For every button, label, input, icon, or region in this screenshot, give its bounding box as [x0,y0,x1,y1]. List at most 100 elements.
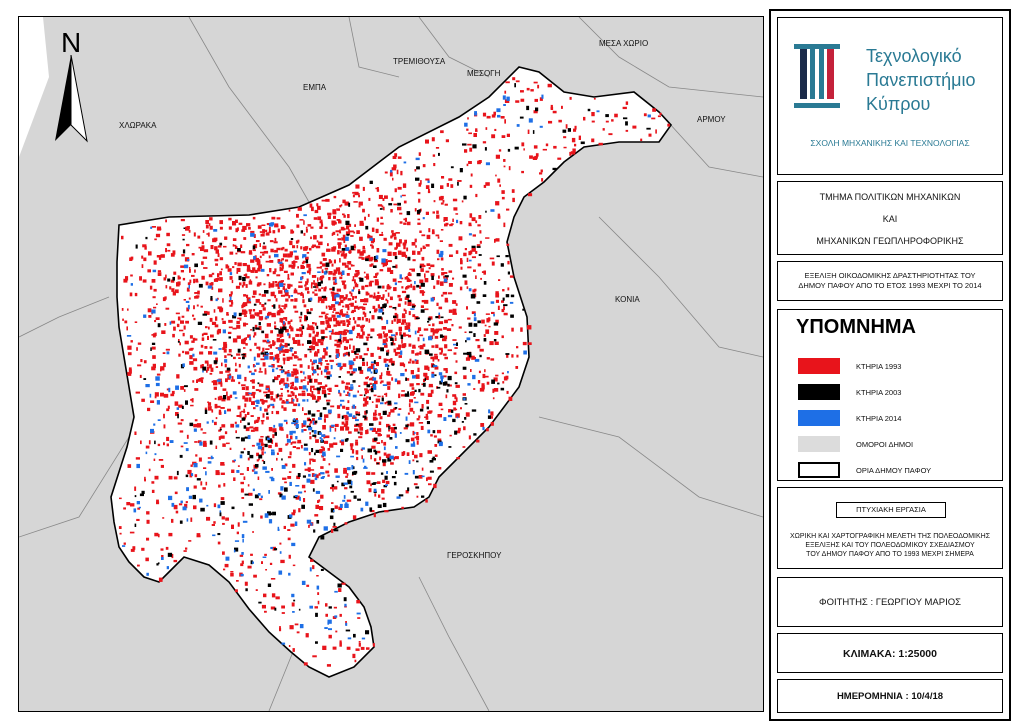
building-footprint [359,236,363,241]
building-footprint [343,296,348,300]
building-footprint [275,442,278,446]
building-footprint [493,377,498,382]
building-footprint [491,261,495,266]
building-footprint [259,243,261,247]
building-footprint [332,276,337,281]
building-footprint [482,373,486,379]
building-footprint [440,130,444,134]
building-footprint [440,185,444,189]
building-footprint [308,418,312,421]
building-footprint [471,245,476,248]
building-footprint [344,522,348,525]
building-footprint [485,329,490,334]
building-footprint [234,246,238,249]
building-footprint [404,297,409,300]
building-footprint [301,425,304,428]
building-footprint [414,281,416,285]
building-footprint [303,498,306,503]
building-footprint [532,130,535,134]
building-footprint [127,352,132,356]
building-footprint [228,217,232,221]
building-footprint [382,198,385,201]
building-footprint [264,513,269,518]
building-footprint [283,360,286,365]
building-footprint [298,285,303,288]
building-footprint [344,313,349,316]
map-area[interactable]: N ΧΛΩΡΑΚΑ ΕΜΠΑ ΤΡΕΜΙΘΟΥΣΑ ΜΕΣΟΓΗ ΜΕΣΑ ΧΩ… [18,16,764,712]
building-footprint [220,501,225,505]
building-footprint [370,510,375,513]
building-footprint [237,374,242,379]
building-footprint [352,404,355,408]
building-footprint [443,368,448,371]
building-footprint [188,284,190,289]
building-footprint [271,305,275,307]
building-footprint [403,218,407,221]
building-footprint [206,369,208,373]
building-footprint [154,396,157,399]
building-footprint [235,362,237,367]
legend-title: ΥΠΟΜΝΗΜΑ [796,316,916,338]
building-footprint [433,200,436,203]
building-footprint [355,270,360,273]
building-footprint [308,423,311,426]
building-footprint [172,250,176,255]
building-footprint [418,152,421,156]
building-footprint [189,361,194,365]
building-footprint [362,247,366,250]
building-footprint [351,465,354,470]
building-footprint [507,271,510,275]
building-footprint [468,224,472,227]
building-footprint [295,356,299,359]
building-footprint [375,398,381,403]
building-footprint [553,145,557,149]
map-topic-line-1: ΕΞΕΛΙΞΗ ΟΙΚΟΔΟΜΙΚΗΣ ΔΡΑΣΤΗΡΙΟΤΗΤΑΣ ΤΟΥ [804,271,976,280]
building-footprint [386,287,391,290]
building-footprint [254,400,259,403]
building-footprint [139,374,142,378]
building-footprint [415,157,420,161]
building-footprint [119,532,122,535]
building-footprint [240,420,242,423]
building-footprint [322,407,327,410]
building-footprint [391,334,396,337]
building-footprint [292,463,296,468]
building-footprint [352,191,356,194]
building-footprint [336,343,341,348]
building-footprint [196,478,201,481]
building-footprint [250,270,255,273]
building-footprint [186,287,190,291]
building-footprint [418,422,424,424]
building-footprint [291,401,294,404]
building-footprint [311,206,314,212]
building-footprint [193,278,196,284]
building-footprint [434,335,439,339]
building-footprint [232,238,237,241]
building-footprint [349,230,354,233]
building-footprint [562,129,567,133]
building-footprint [287,476,292,479]
building-footprint [533,110,538,114]
building-footprint [258,383,264,387]
building-footprint [260,358,265,361]
building-footprint [334,278,337,283]
building-footprint [359,251,364,256]
building-footprint [215,278,219,281]
building-footprint [221,516,225,520]
building-footprint [345,406,350,410]
building-footprint [260,442,264,446]
building-footprint [446,389,449,393]
building-footprint [320,321,325,325]
building-footprint [217,504,221,509]
north-arrow-icon [55,55,88,143]
building-footprint [433,365,438,367]
building-footprint [382,384,388,386]
building-footprint [248,252,253,255]
building-footprint [148,468,151,472]
building-footprint [442,375,447,378]
building-footprint [358,195,360,198]
building-footprint [279,542,282,545]
building-footprint [296,257,299,260]
building-footprint [130,548,135,552]
building-footprint [153,288,157,292]
